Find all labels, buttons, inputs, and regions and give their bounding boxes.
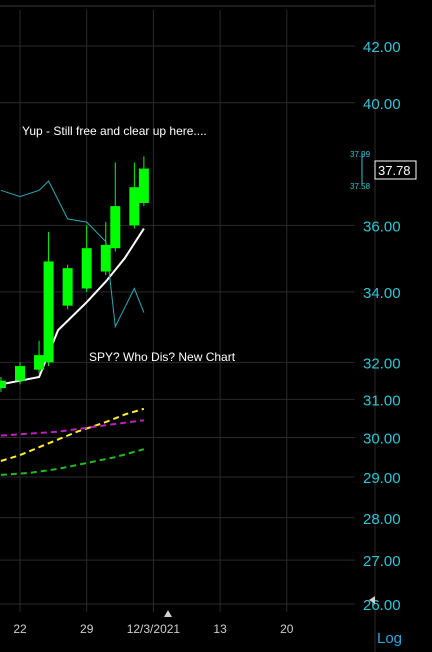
x-tick-label: 20 <box>280 622 294 636</box>
x-tick-label: 13 <box>213 622 227 636</box>
candle-body <box>34 355 45 370</box>
y-tick-label: 36.00 <box>363 218 401 235</box>
y-tick-label: 27.00 <box>363 553 401 570</box>
candle-body <box>138 168 149 203</box>
y-tick-label: 31.00 <box>363 392 401 409</box>
low-marker-label: 37.58 <box>350 182 371 191</box>
annotation-top: Yup - Still free and clear up here.... <box>22 124 207 138</box>
y-tick-label: 42.00 <box>363 39 401 56</box>
y-tick-label: 26.00 <box>363 597 401 614</box>
y-axis: 42.00 40.00 36.00 34.00 32.00 31.00 30.00 29.00… <box>363 39 401 614</box>
scroll-left-triangle-icon[interactable] <box>369 596 375 604</box>
y-tick-label: 28.00 <box>363 511 401 528</box>
y-tick-label: 30.00 <box>363 430 401 447</box>
candle-body <box>43 261 54 363</box>
candle-body <box>100 244 111 272</box>
y-tick-label: 32.00 <box>363 355 401 372</box>
annotation-middle: SPY? Who Dis? New Chart <box>89 350 236 364</box>
x-tick-label: 29 <box>80 622 94 636</box>
candle-body <box>110 206 121 249</box>
series-line <box>0 180 145 329</box>
x-tick-label: 12/3/2021 <box>127 622 181 636</box>
current-price-box <box>374 160 417 180</box>
candle-body <box>15 366 25 381</box>
y-tick-label: 29.00 <box>363 470 401 487</box>
y-tick-label: 40.00 <box>363 96 401 113</box>
series-line <box>0 419 145 437</box>
candle-body <box>0 380 6 389</box>
x-tick-label: 22 <box>13 622 27 636</box>
series-line <box>0 407 145 462</box>
candle-body <box>129 187 140 226</box>
log-scale-toggle[interactable]: Log <box>377 630 402 647</box>
candle-body <box>81 248 92 289</box>
current-price-label: 37.78 <box>378 163 411 178</box>
candles <box>0 156 149 392</box>
scroll-up-triangle-icon[interactable] <box>164 610 172 617</box>
y-tick-label: 34.00 <box>363 285 401 302</box>
x-axis: 22 29 12/3/2021 13 20 <box>13 622 293 636</box>
candle-body <box>62 268 73 306</box>
high-marker-label: 37.99 <box>350 150 371 159</box>
price-marker-group: 37.99 37.58 37.78 <box>350 150 417 191</box>
grid <box>0 0 376 652</box>
series-line <box>0 448 145 476</box>
